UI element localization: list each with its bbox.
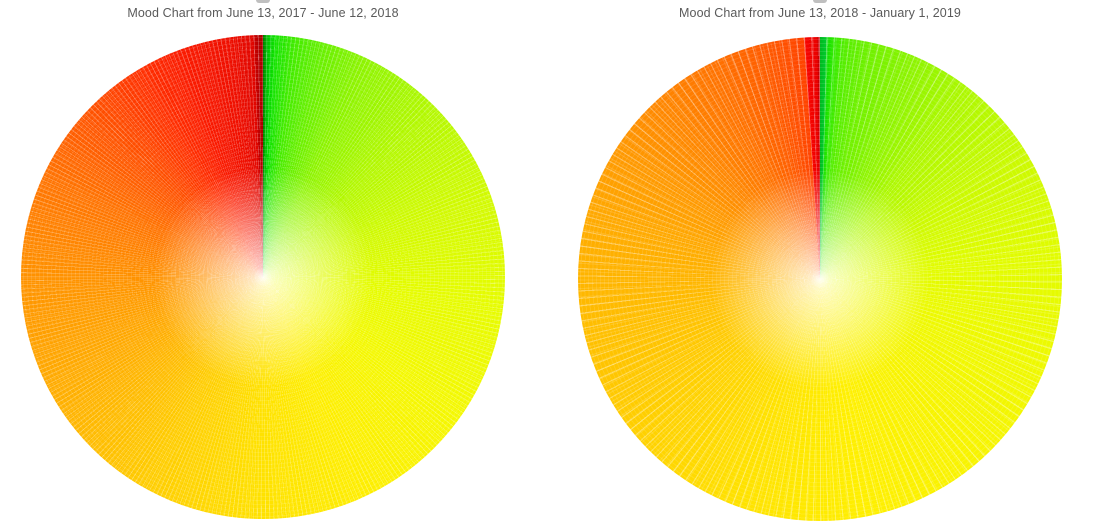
mood-chart-2018-2019: Mood Chart from June 13, 2018 - January … (578, 0, 1062, 531)
mood-pie-2018-2019 (578, 37, 1062, 521)
mood-pie-2017-2018 (21, 35, 505, 519)
mood-chart-2017-2018: Mood Chart from June 13, 2017 - June 12,… (21, 0, 505, 531)
clipped-top-artifact (256, 0, 270, 3)
chart-title-left: Mood Chart from June 13, 2017 - June 12,… (127, 6, 399, 20)
chart-title-right: Mood Chart from June 13, 2018 - January … (679, 6, 961, 20)
clipped-top-artifact (813, 0, 827, 3)
